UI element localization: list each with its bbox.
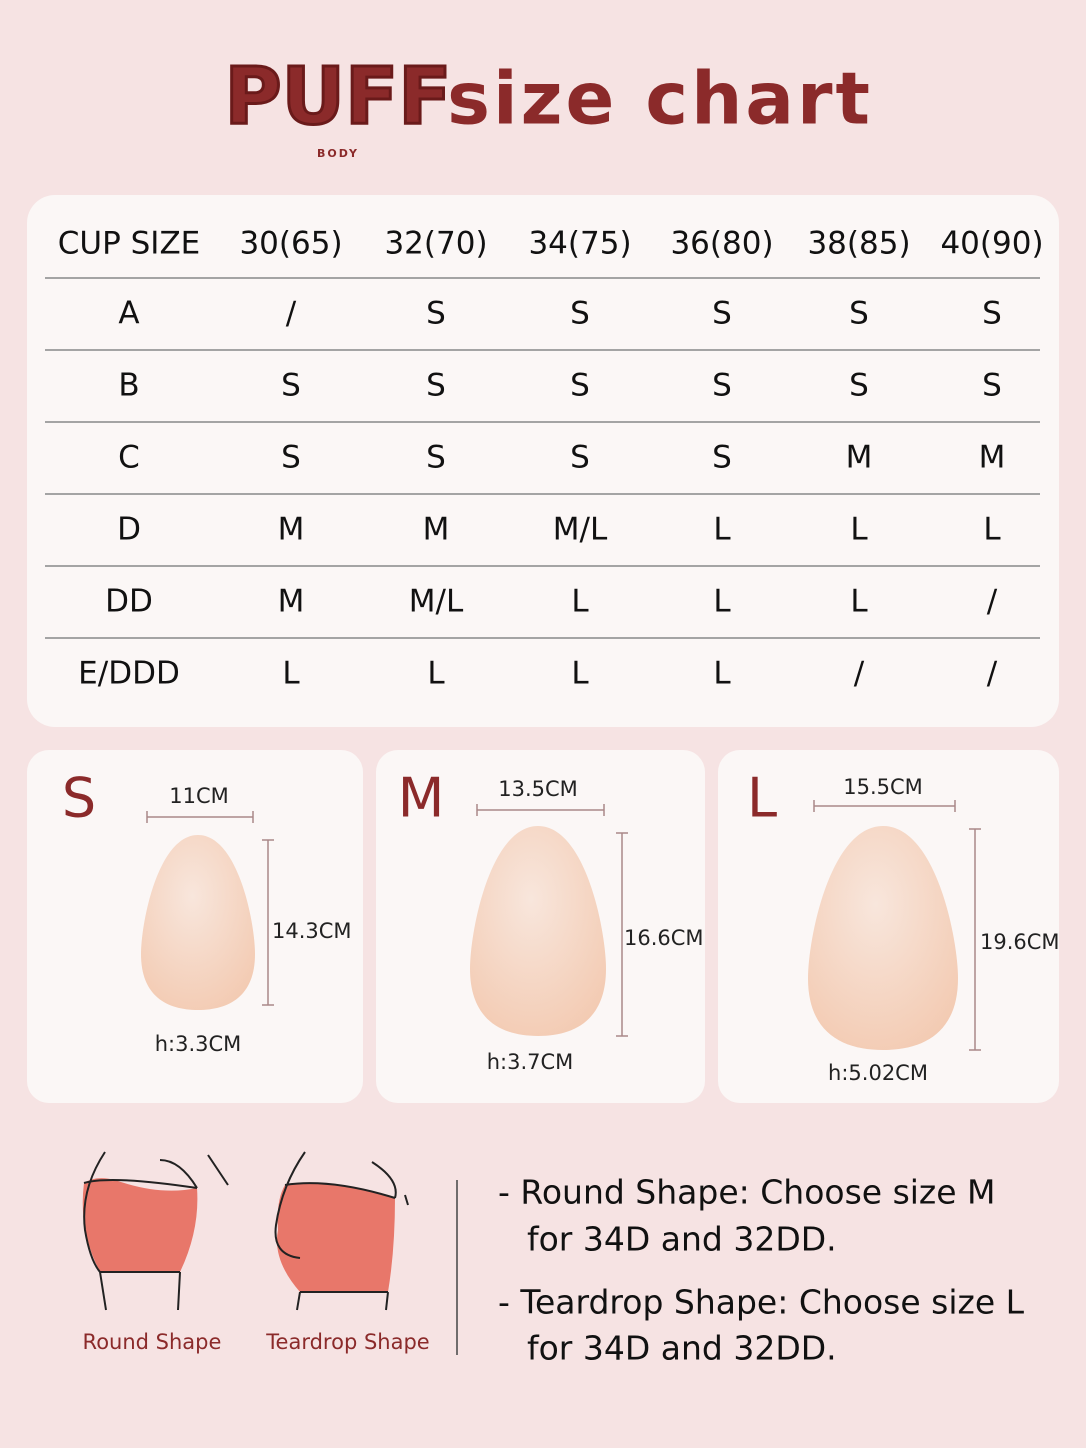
table-panel xyxy=(27,195,1059,727)
insert-shape xyxy=(470,826,606,1036)
table-header: 40(90) xyxy=(940,226,1043,262)
width-dimension xyxy=(476,804,605,816)
thickness-label: h:5.02CM xyxy=(828,1061,928,1085)
insert-shape xyxy=(808,826,958,1050)
table-header: 30(65) xyxy=(239,226,342,262)
table-cell: C xyxy=(118,440,140,476)
logo: PUFF xyxy=(224,52,451,142)
table-header: 38(85) xyxy=(807,226,910,262)
table-cell: S xyxy=(982,368,1002,404)
height-label: 16.6CM xyxy=(624,926,704,950)
table-cell: DD xyxy=(105,584,153,620)
table-cell: L xyxy=(713,656,731,692)
table-cell: S xyxy=(570,440,590,476)
table-cell: S xyxy=(570,368,590,404)
note: - Teardrop Shape: Choose size L xyxy=(498,1283,1025,1322)
table-cell: B xyxy=(118,368,139,404)
table-cell: M xyxy=(278,584,305,620)
table-cell: / xyxy=(286,296,297,332)
table-cell: L xyxy=(850,512,868,548)
table-cell: S xyxy=(712,368,732,404)
width-dimension xyxy=(813,800,956,812)
width-label: 13.5CM xyxy=(498,777,578,801)
height-label: 14.3CM xyxy=(272,919,352,943)
table-cell: L xyxy=(713,584,731,620)
thickness-label: h:3.7CM xyxy=(487,1050,574,1074)
thickness-label: h:3.3CM xyxy=(155,1032,242,1056)
note: for 34D and 32DD. xyxy=(527,1329,837,1368)
note: - Round Shape: Choose size M xyxy=(498,1173,996,1212)
table-cell: S xyxy=(281,440,301,476)
height-dimension xyxy=(616,832,628,1037)
width-label: 11CM xyxy=(169,784,229,808)
title: size chart xyxy=(447,57,873,141)
table-header: 34(75) xyxy=(528,226,631,262)
table-cell: S xyxy=(712,296,732,332)
table-cell: L xyxy=(850,584,868,620)
size-letter: L xyxy=(747,767,777,830)
table-cell: D xyxy=(117,512,141,548)
table-cell: L xyxy=(983,512,1001,548)
width-label: 15.5CM xyxy=(843,775,923,799)
logo-sub: BODY xyxy=(317,147,359,160)
table-cell: L xyxy=(282,656,300,692)
table-cell: S xyxy=(281,368,301,404)
table-cell: L xyxy=(571,656,589,692)
table-cell: M xyxy=(278,512,305,548)
table-cell: M xyxy=(423,512,450,548)
shape-label: Teardrop Shape xyxy=(265,1330,429,1354)
insert-shape xyxy=(141,835,255,1010)
table-cell: S xyxy=(426,296,446,332)
table-cell: / xyxy=(987,656,998,692)
table-cell: M xyxy=(979,440,1006,476)
teardrop-shape-icon xyxy=(274,1151,409,1311)
height-label: 19.6CM xyxy=(980,930,1060,954)
table-cell: S xyxy=(849,296,869,332)
table-cell: S xyxy=(982,296,1002,332)
shape-label: Round Shape xyxy=(83,1330,222,1354)
table-cell: L xyxy=(427,656,445,692)
table-cell: / xyxy=(854,656,865,692)
table-cell: S xyxy=(849,368,869,404)
table-cell: L xyxy=(713,512,731,548)
table-cell: / xyxy=(987,584,998,620)
table-header: CUP SIZE xyxy=(58,226,201,262)
table-cell: S xyxy=(570,296,590,332)
table-cell: S xyxy=(426,440,446,476)
table-cell: S xyxy=(712,440,732,476)
table-cell: L xyxy=(571,584,589,620)
table-cell: E/DDD xyxy=(78,656,180,692)
height-dimension xyxy=(262,839,274,1006)
size-letter: M xyxy=(398,767,445,830)
round-shape-icon xyxy=(82,1151,229,1311)
table-cell: M/L xyxy=(553,512,608,548)
table-cell: A xyxy=(118,296,139,332)
table-cell: S xyxy=(426,368,446,404)
width-dimension xyxy=(146,811,254,823)
table-header: 36(80) xyxy=(670,226,773,262)
table-cell: M xyxy=(846,440,873,476)
note: for 34D and 32DD. xyxy=(527,1220,837,1259)
height-dimension xyxy=(969,828,981,1051)
table-cell: M/L xyxy=(409,584,464,620)
table-header: 32(70) xyxy=(384,226,487,262)
size-letter: S xyxy=(62,767,96,830)
